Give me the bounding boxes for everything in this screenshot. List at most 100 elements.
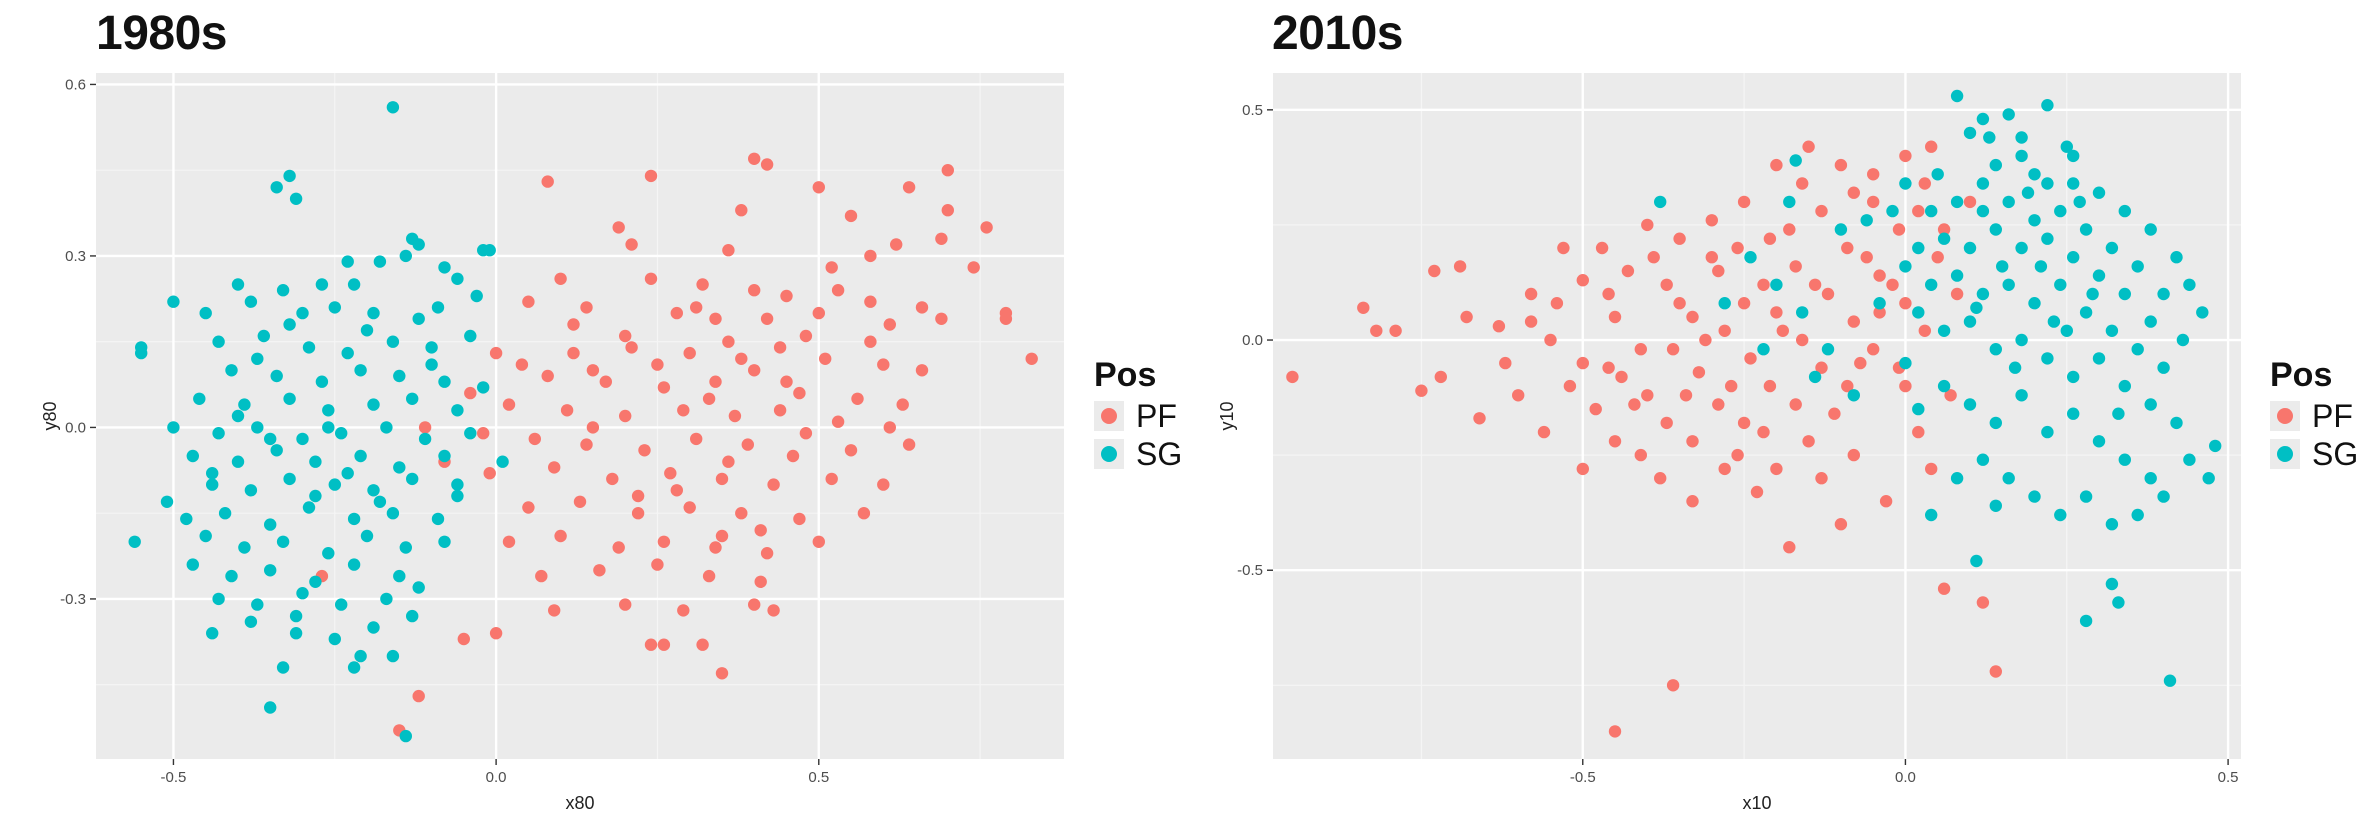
- point-pf: [877, 478, 890, 491]
- point-pf: [902, 181, 916, 194]
- legend-key-sg: [1094, 439, 1124, 469]
- point-pf: [844, 209, 858, 223]
- point-pf: [851, 392, 864, 405]
- point-sg: [2028, 490, 2041, 503]
- point-pf: [728, 409, 742, 423]
- point-sg: [2028, 297, 2041, 310]
- point-pf: [612, 541, 625, 554]
- point-pf: [1686, 435, 1699, 448]
- point-pf: [844, 444, 858, 457]
- point-pf: [586, 421, 600, 434]
- point-sg: [2112, 407, 2125, 420]
- point-sg: [2131, 343, 2144, 356]
- point-sg: [1796, 306, 1809, 319]
- point-pf: [935, 312, 948, 325]
- point-pf: [1796, 177, 1809, 190]
- legend-label-pf: PF: [2312, 397, 2353, 434]
- point-sg: [283, 169, 296, 183]
- point-pf: [1621, 264, 1635, 278]
- point-pf: [554, 529, 567, 543]
- point-sg: [2118, 287, 2131, 301]
- point-sg: [496, 455, 509, 468]
- point-sg: [1950, 472, 1964, 485]
- point-pf: [1770, 306, 1783, 319]
- point-sg: [2073, 195, 2086, 209]
- point-pf: [1757, 278, 1770, 291]
- point-pf: [702, 392, 716, 405]
- point-pf: [980, 221, 993, 234]
- point-pf: [1434, 370, 1447, 384]
- point-pf: [631, 489, 645, 503]
- point-sg: [2041, 425, 2054, 439]
- point-sg: [2131, 508, 2144, 522]
- point-sg: [244, 615, 258, 628]
- point-sg: [367, 306, 380, 320]
- point-pf: [1744, 352, 1757, 365]
- point-sg: [225, 364, 238, 377]
- point-sg: [2112, 596, 2125, 609]
- point-pf: [722, 244, 735, 257]
- scatter-plot-2010s: -0.5 0.0 0.5 -0.5 0.0 0.5 x10 y10: [1217, 73, 2241, 813]
- point-pf: [754, 524, 767, 537]
- x-axis-label: x80: [565, 793, 594, 813]
- point-pf: [1757, 425, 1770, 439]
- point-sg: [264, 701, 277, 714]
- point-sg: [386, 649, 400, 663]
- point-sg: [386, 101, 400, 114]
- point-sg: [2176, 333, 2190, 347]
- point-sg: [283, 318, 296, 331]
- point-pf: [631, 507, 645, 520]
- point-sg: [380, 592, 393, 606]
- point-pf: [1976, 596, 1990, 609]
- point-sg: [1718, 297, 1731, 310]
- y-axis-label: y80: [40, 401, 60, 430]
- point-pf: [606, 472, 619, 486]
- point-pf: [741, 438, 754, 451]
- point-sg: [2092, 269, 2106, 282]
- point-pf: [541, 175, 554, 188]
- point-pf: [1370, 324, 1383, 337]
- point-pf: [1834, 158, 1848, 172]
- point-pf: [1634, 448, 1647, 462]
- point-sg: [1963, 126, 1977, 140]
- point-sg: [451, 272, 464, 285]
- point-sg: [438, 535, 451, 548]
- y-tick-label: -0.5: [1237, 562, 1263, 579]
- point-pf: [935, 232, 948, 245]
- point-pf: [1602, 287, 1615, 301]
- point-pf: [1699, 333, 1712, 347]
- point-pf: [644, 169, 658, 183]
- point-pf: [915, 364, 929, 377]
- chart-panel-2010s: -0.5 0.0 0.5 -0.5 0.0 0.5 x10 y10 2010s Pos PF …: [1183, 0, 2366, 816]
- point-pf: [748, 152, 761, 165]
- point-sg: [1989, 343, 2002, 356]
- point-pf: [864, 249, 877, 263]
- point-pf: [1666, 343, 1680, 356]
- point-sg: [1976, 177, 1990, 190]
- point-sg: [1757, 343, 1770, 356]
- point-pf: [489, 627, 503, 640]
- point-sg: [2047, 315, 2061, 328]
- point-pf: [1557, 241, 1570, 255]
- point-pf: [625, 341, 638, 354]
- point-pf: [1789, 398, 1802, 411]
- plot-background: [1273, 73, 2241, 759]
- point-sg: [2202, 472, 2215, 485]
- point-pf: [702, 569, 716, 583]
- point-pf: [1673, 297, 1686, 310]
- point-sg: [206, 467, 219, 480]
- point-pf: [1647, 251, 1660, 264]
- point-pf: [831, 415, 845, 428]
- point-pf: [1737, 297, 1751, 310]
- point-pf: [638, 444, 651, 457]
- point-pf: [883, 421, 896, 434]
- point-pf: [528, 432, 541, 446]
- point-sg: [1937, 324, 1951, 337]
- chart-title: 1980s: [96, 7, 227, 60]
- point-sg: [2002, 195, 2015, 209]
- point-pf: [831, 284, 845, 297]
- legend-title: Pos: [2270, 356, 2333, 394]
- point-sg: [206, 478, 219, 491]
- y-tick-label: 0.3: [65, 248, 86, 265]
- point-sg: [322, 421, 335, 434]
